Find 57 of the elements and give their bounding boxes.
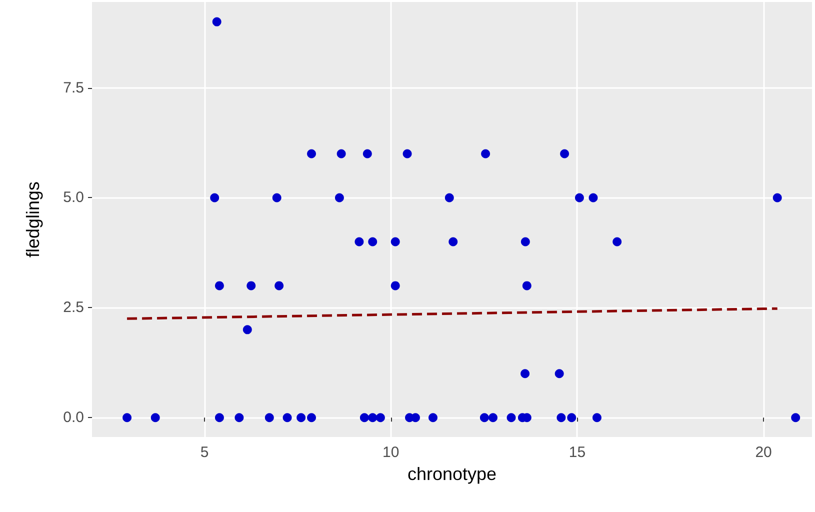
x-tick-label: 5 xyxy=(200,444,209,461)
point xyxy=(242,325,252,334)
y-axis-title: fledglings xyxy=(23,181,43,258)
y-tick-label: 7.5 xyxy=(63,79,84,96)
point xyxy=(791,413,800,422)
x-tick-label: 10 xyxy=(382,444,400,461)
point xyxy=(264,413,274,422)
point xyxy=(556,413,566,422)
x-tick-label: 20 xyxy=(755,444,772,461)
point xyxy=(481,149,490,158)
point xyxy=(307,413,316,422)
point xyxy=(612,237,622,246)
point xyxy=(554,369,564,378)
point xyxy=(444,193,454,202)
point xyxy=(488,413,498,422)
point xyxy=(122,413,132,422)
point xyxy=(592,413,602,422)
y-tick-label: 5.0 xyxy=(63,189,84,206)
point xyxy=(520,369,530,378)
x-axis-title: chronotype xyxy=(407,464,497,484)
point xyxy=(772,193,782,202)
point xyxy=(307,149,316,158)
point xyxy=(362,149,372,158)
point xyxy=(522,281,532,290)
point xyxy=(376,413,385,422)
point xyxy=(390,281,400,290)
point xyxy=(390,237,400,246)
point xyxy=(368,237,378,246)
point xyxy=(368,413,378,422)
point xyxy=(567,413,576,422)
point xyxy=(588,193,598,202)
point xyxy=(354,237,364,246)
point xyxy=(506,413,516,422)
y-tick-label: 0.0 xyxy=(63,409,84,426)
x-tick-label: 15 xyxy=(568,444,586,461)
point xyxy=(274,281,284,290)
point xyxy=(428,413,438,422)
point xyxy=(448,237,458,246)
point xyxy=(574,193,584,202)
point xyxy=(402,149,412,158)
point xyxy=(214,413,224,422)
point xyxy=(336,149,346,158)
point xyxy=(234,413,244,422)
point xyxy=(212,17,222,26)
point xyxy=(150,413,160,422)
point xyxy=(272,193,282,202)
point xyxy=(520,237,530,246)
point xyxy=(360,413,369,422)
point xyxy=(210,193,220,202)
point xyxy=(214,281,224,290)
point xyxy=(282,413,292,422)
point xyxy=(296,413,306,422)
y-tick-label: 2.5 xyxy=(63,299,84,316)
point xyxy=(334,193,344,202)
point xyxy=(480,413,489,422)
point xyxy=(560,149,570,158)
point xyxy=(246,281,256,290)
